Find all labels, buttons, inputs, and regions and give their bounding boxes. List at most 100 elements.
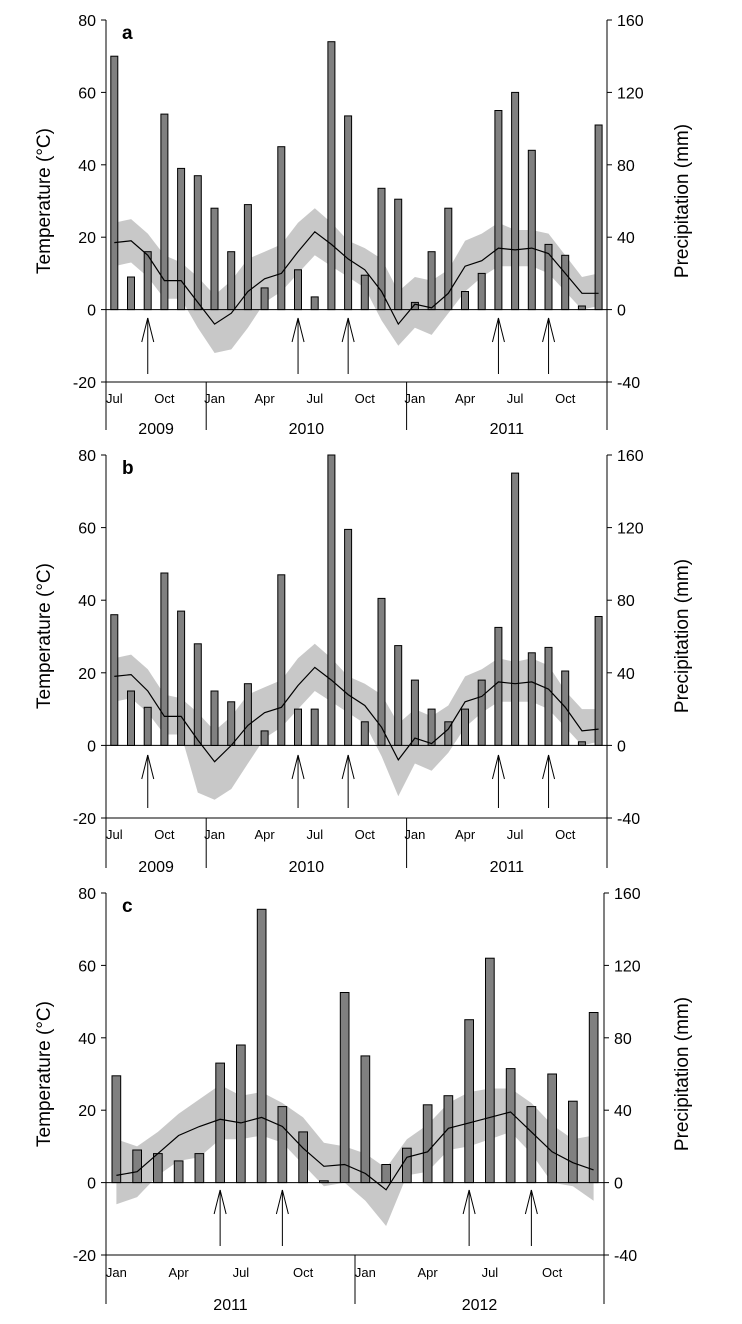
panel-b-precip-bar bbox=[344, 528, 353, 746]
panel-c-temp-tick-label: -20 bbox=[73, 1248, 96, 1265]
panel-c-precip-bar bbox=[153, 1153, 163, 1184]
panel-b-month-label: Jul bbox=[507, 827, 524, 842]
panel-c-temperature-mean-line bbox=[116, 1111, 594, 1191]
panel-c-precip-tick-label: -40 bbox=[614, 1248, 637, 1265]
panel-a-arrow-head bbox=[542, 317, 556, 343]
panel-c-precip-bar bbox=[236, 1044, 246, 1184]
panel-a-temperature-range-band bbox=[114, 208, 599, 353]
panel-a-month-label: Apr bbox=[455, 391, 476, 406]
panel-a-precip-bar bbox=[110, 55, 119, 311]
panel-a-precip-bar bbox=[193, 175, 202, 311]
panel-b-precip-bar bbox=[527, 652, 536, 746]
panel-a-arrow-head bbox=[141, 317, 155, 343]
panel-b-temperature-mean-line bbox=[114, 666, 599, 763]
panel-b-precip-bar bbox=[227, 701, 236, 746]
panel-a-precip-tick-label: -40 bbox=[617, 375, 640, 392]
panel-a-precip-tick-label: 40 bbox=[617, 230, 635, 247]
panel-c-arrow-head bbox=[462, 1189, 476, 1215]
panel-a-temp-tick-label: 40 bbox=[78, 158, 96, 175]
panel-c-precip-tick-label: 0 bbox=[614, 1176, 623, 1193]
panel-c-precip-bar bbox=[464, 1019, 474, 1184]
panel-c-precip-bar bbox=[505, 1068, 516, 1184]
panel-b-precip-bar bbox=[177, 610, 186, 746]
panel-c-precip-bar bbox=[568, 1100, 578, 1184]
panel-c-precip-bar bbox=[194, 1153, 205, 1184]
panel-b-precip-bar bbox=[594, 616, 603, 746]
panel-b-precip-bar bbox=[160, 572, 169, 746]
panel-b-month-label: Oct bbox=[355, 827, 376, 842]
panel-c-temp-tick-label: 20 bbox=[78, 1103, 96, 1120]
panel-a-temp-tick-label: 80 bbox=[78, 13, 96, 30]
panel-b-precip-bar bbox=[561, 670, 570, 746]
panel-b-precip-bar bbox=[210, 690, 219, 746]
panel-a-temp-tick-label: 60 bbox=[78, 85, 96, 102]
panel-a-arrow-head bbox=[291, 317, 305, 343]
panel-a-precip-bar bbox=[461, 291, 469, 311]
panel-a-precip-bar bbox=[561, 254, 570, 311]
panel-a-precip-bar bbox=[210, 207, 219, 311]
panel-b-temp-tick-label: 0 bbox=[87, 738, 96, 755]
panel-a-precip-bar bbox=[294, 269, 302, 311]
panel-a-month-label: Jan bbox=[204, 391, 225, 406]
panel-c-temp-tick-label: 0 bbox=[87, 1176, 96, 1193]
panel-a-precip-bar bbox=[511, 91, 520, 311]
panel-c-month-label: Apr bbox=[417, 1265, 438, 1280]
panel-a-precip-bar bbox=[310, 296, 319, 311]
panel-a-year-label: 2009 bbox=[138, 421, 174, 438]
panel-b-precip-bar bbox=[360, 721, 369, 746]
panel-c-month-label: Oct bbox=[542, 1265, 563, 1280]
panel-b-temp-tick-label: 40 bbox=[78, 593, 96, 610]
panel-b-label: b bbox=[122, 458, 134, 479]
panel-b-precip-bar bbox=[427, 708, 436, 746]
panel-c-month-label: Jul bbox=[482, 1265, 499, 1280]
panel-a-precip-tick-label: 160 bbox=[617, 13, 644, 30]
panel-c-temp-tick-label: 80 bbox=[78, 886, 96, 903]
panel-a-y2-axis-title: Precipitation (mm) bbox=[672, 124, 693, 278]
panel-b-arrow-head bbox=[291, 754, 305, 780]
panel-c-precip-bar bbox=[526, 1106, 537, 1184]
panel-a-precip-bar bbox=[177, 167, 186, 311]
panel-b-precip-bar bbox=[327, 454, 336, 746]
panel-a-month-label: Jul bbox=[507, 391, 524, 406]
panel-a-temperature-mean-line bbox=[114, 230, 599, 326]
panel-a-precip-bar bbox=[477, 272, 486, 311]
panel-c-month-label: Oct bbox=[293, 1265, 314, 1280]
panel-a-precip-bar bbox=[527, 149, 536, 311]
panel-c-precip-bar bbox=[443, 1095, 454, 1184]
panel-b-month-label: Jul bbox=[106, 827, 123, 842]
panel-a-month-label: Apr bbox=[254, 391, 275, 406]
panel-c-precip-bar bbox=[547, 1073, 557, 1184]
panel-a-precip-tick-label: 80 bbox=[617, 158, 635, 175]
panel-b-year-label: 2011 bbox=[490, 859, 525, 876]
panel-a-month-label: Jul bbox=[106, 391, 123, 406]
panel-b-month-label: Jan bbox=[204, 827, 225, 842]
panel-c-precip-bar bbox=[277, 1106, 288, 1184]
panel-b-precip-tick-label: 0 bbox=[617, 738, 626, 755]
panel-b-month-label: Oct bbox=[154, 827, 175, 842]
panel-a-year-label: 2011 bbox=[490, 421, 525, 438]
panel-a-precip-bar bbox=[594, 124, 603, 311]
panel-a-precip-bar bbox=[277, 146, 286, 311]
panel-a-precip-bar bbox=[143, 251, 152, 311]
panel-c-precip-tick-label: 120 bbox=[614, 958, 641, 975]
panel-c-precip-bar bbox=[588, 1012, 599, 1184]
panel-b-precip-bar bbox=[277, 574, 286, 746]
panel-c-arrow-head bbox=[524, 1189, 538, 1215]
panel-a-precip-bar bbox=[444, 207, 453, 311]
panel-b-precip-bar bbox=[394, 645, 403, 746]
panel-c-precip-bar bbox=[485, 957, 495, 1184]
panel-b-temp-tick-label: 60 bbox=[78, 521, 96, 538]
panel-c-precip-bar bbox=[298, 1131, 308, 1184]
panel-b-y-axis-title: Temperature (°C) bbox=[34, 563, 55, 709]
panel-b-precip-bar bbox=[193, 643, 202, 746]
panel-c-precip-bar bbox=[132, 1149, 143, 1184]
panel-b-temp-tick-label: -20 bbox=[73, 811, 96, 828]
panel-b-year-label: 2010 bbox=[289, 859, 325, 876]
panel-a-month-label: Jan bbox=[404, 391, 425, 406]
panel-b-month-label: Apr bbox=[254, 827, 275, 842]
panel-c-label: c bbox=[122, 896, 133, 917]
panel-b-precip-bar bbox=[310, 708, 319, 746]
panel-b-precip-bar bbox=[461, 708, 469, 746]
panel-a-precip-bar bbox=[344, 115, 353, 311]
panel-b-month-label: Jul bbox=[306, 827, 323, 842]
